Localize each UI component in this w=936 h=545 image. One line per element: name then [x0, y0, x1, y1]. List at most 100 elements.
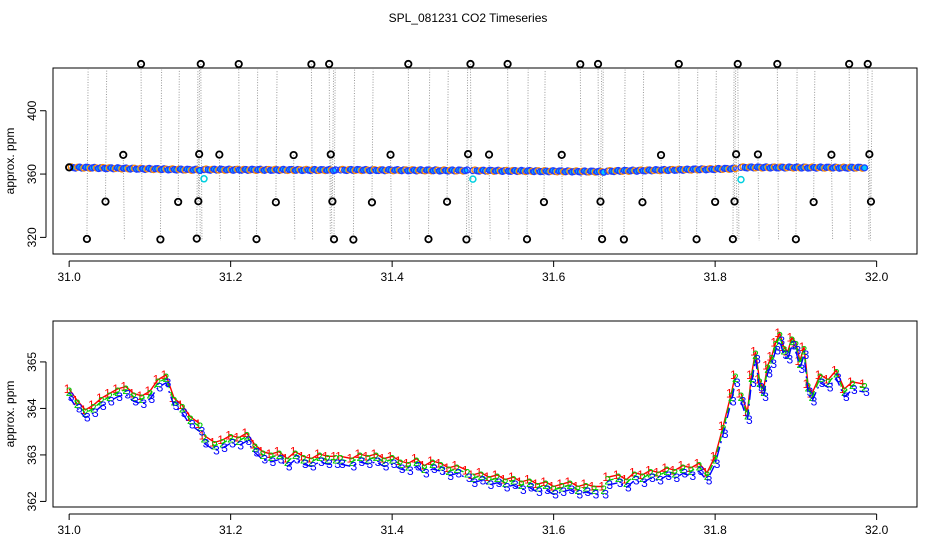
series-2-marker: 2: [337, 453, 344, 467]
series-1-marker: 1: [354, 447, 361, 461]
series-1-marker: 1: [395, 454, 402, 468]
series-2-marker: 2: [276, 448, 283, 462]
series-3-marker: 3: [504, 481, 511, 495]
panel-1-outlier-point: [484, 150, 494, 159]
panel-1-outlier-point: [194, 197, 203, 206]
series-3-marker: 3: [157, 381, 164, 395]
panel-1-spike: [104, 69, 108, 202]
series-1-marker: 1: [564, 475, 571, 489]
series-3-marker: 3: [391, 457, 398, 471]
series-3-marker: 3: [415, 460, 422, 474]
panel-1-spike: [734, 69, 737, 202]
series-1-marker: 1: [653, 466, 660, 480]
series-2-marker: 2: [809, 390, 816, 404]
panel-1-y-tick-label: 400: [25, 100, 39, 120]
series-3-marker: 3: [843, 390, 850, 404]
series-2-marker: 2: [704, 469, 711, 483]
series-3-marker: 3: [375, 455, 382, 469]
series-3-marker: 3: [310, 460, 317, 474]
series-2-marker: 2: [98, 394, 105, 408]
series-2-marker: 2: [583, 481, 590, 495]
series-1-marker: 1: [104, 387, 111, 401]
panel-1-outlier-point: [773, 59, 782, 69]
panel-2-x-tick-label: 31.6: [542, 523, 566, 537]
panel-1-spike: [714, 69, 717, 202]
series-1-marker: 1: [250, 438, 257, 452]
series-3-marker: 3: [431, 462, 438, 476]
panel-1-outlier-point: [424, 235, 433, 244]
series-3-line: [607, 382, 736, 489]
series-2-marker: 2: [356, 450, 363, 464]
panel-1-outlier-point: [728, 235, 737, 244]
panel-1-spike: [813, 69, 816, 203]
panel-1-outlier-point: [674, 59, 683, 69]
series-1-marker: 1: [195, 417, 202, 431]
series-3-marker: 3: [92, 406, 99, 420]
series-2-marker: 2: [316, 450, 323, 464]
series-2-marker: 2: [437, 460, 444, 474]
series-1-marker: 1: [613, 468, 620, 482]
series-2-marker: 2: [502, 476, 509, 490]
series-3-marker: 3: [383, 460, 390, 474]
series-2-marker: 2: [738, 390, 745, 404]
series-3-marker: 3: [447, 469, 454, 483]
series-1-marker: 1: [153, 373, 160, 387]
series-3-marker: 3: [124, 388, 131, 402]
panel-1-spike: [255, 69, 259, 240]
panel-1-outlier-point: [234, 59, 243, 69]
panel-1-spike: [696, 69, 699, 240]
series-3-marker: 3: [520, 483, 527, 497]
panel-1-baseline-point: [331, 166, 340, 174]
panel-1-spike: [526, 69, 529, 240]
series-3-marker: 3: [754, 353, 761, 367]
series-3-marker: 3: [528, 481, 535, 495]
series-1-marker: 1: [602, 470, 609, 484]
series-2-marker: 2: [66, 385, 73, 399]
series-2-marker: 2: [793, 339, 800, 353]
series-1-marker: 1: [322, 449, 329, 463]
series-2-line: [68, 377, 201, 428]
series-3-marker: 3: [585, 485, 592, 499]
series-2-marker: 2: [260, 448, 267, 462]
series-3-marker: 3: [577, 487, 584, 501]
series-2-marker: 2: [696, 460, 703, 474]
series-3-marker: 3: [740, 394, 747, 408]
series-2-marker: 2: [381, 455, 388, 469]
panel-1-outlier-point: [326, 150, 335, 159]
panel-1-outlier-point: [195, 150, 204, 159]
series-2-marker: 2: [772, 339, 779, 353]
series-2-marker: 2: [679, 462, 686, 476]
series-3-marker: 3: [213, 443, 220, 457]
series-3-marker: 3: [367, 457, 374, 471]
series-3-marker: 3: [799, 362, 806, 376]
series-2-marker: 2: [163, 371, 170, 385]
series-3-marker: 3: [466, 471, 473, 485]
series-1-marker: 1: [637, 468, 644, 482]
panel-1-spike: [86, 69, 89, 239]
series-1-marker: 1: [387, 449, 394, 463]
panel-1-ylabel: approx. ppm: [3, 128, 17, 195]
series-1-marker: 1: [803, 377, 810, 391]
series-3-marker: 3: [149, 392, 156, 406]
series-2-marker: 2: [788, 334, 795, 348]
panel-1-outlier-point: [809, 197, 818, 207]
series-2-marker: 2: [284, 455, 291, 469]
series-3-marker: 3: [770, 357, 777, 371]
series-3-marker: 3: [229, 436, 236, 450]
series-1-marker: 1: [746, 368, 753, 382]
series-1-marker: 1: [346, 452, 353, 466]
series-3-marker: 3: [334, 457, 341, 471]
series-3-marker: 3: [358, 455, 365, 469]
panel-1-baseline-point: [860, 164, 869, 172]
series-3-marker: 3: [278, 453, 285, 467]
panel-1-outlier-point: [463, 150, 473, 159]
series-3-marker: 3: [399, 462, 406, 476]
series-1-marker: 1: [621, 473, 628, 487]
series-3-marker: 3: [262, 453, 269, 467]
series-1-marker: 1: [443, 461, 450, 475]
panel-1-x-tick-label: 32.0: [865, 270, 889, 284]
series-3-marker: 3: [641, 476, 648, 490]
panel-1-spike: [352, 69, 356, 240]
panel-1-spike: [196, 69, 199, 239]
